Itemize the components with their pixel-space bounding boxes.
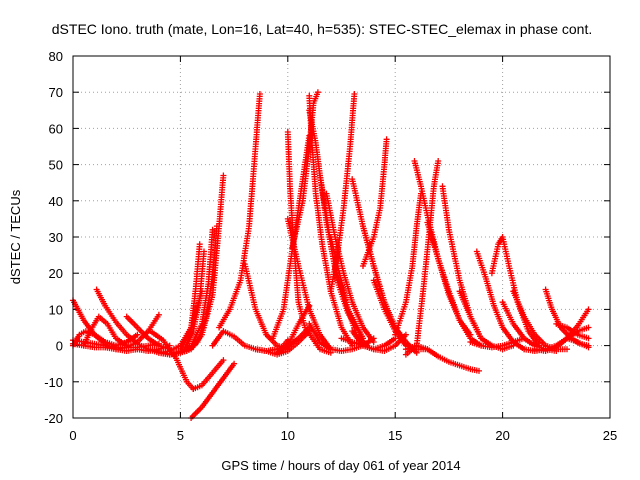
series-58 [564,335,592,351]
series-markers [284,215,334,353]
y-tick-label: 20 [49,266,63,281]
data-series [70,89,592,421]
series-27 [284,215,334,353]
series-markers [80,313,130,349]
series-33 [323,190,377,345]
series-5 [80,313,130,349]
series-markers [327,91,358,295]
series-markers [392,190,424,338]
y-tick-label: -20 [44,411,63,426]
series-46 [424,219,485,349]
y-axis-label: dSTEC / TECUs [8,189,23,284]
x-tick-label: 10 [281,428,295,443]
y-tick-label: 60 [49,121,63,136]
series-12 [190,357,227,392]
x-tick-label: 25 [603,428,617,443]
series-29 [306,92,356,349]
series-markers [473,248,528,353]
grid-lines [73,56,610,418]
tick-labels: 0 5 10 15 20 25 -20 -10 0 10 20 30 40 50 60 70 80 [44,49,617,443]
series-57 [553,320,592,342]
y-tick-label: 10 [49,302,63,317]
series-42 [392,190,424,338]
series-markers [553,320,592,342]
series-17 [177,172,227,356]
series-markers [216,91,263,331]
plot-frame [72,55,611,419]
series-markers [306,92,356,349]
series-markers [402,342,482,374]
series-44 [402,342,482,374]
series-markers [564,335,592,351]
y-tick-label: 50 [49,158,63,173]
series-39 [360,136,390,269]
y-tick-label: 40 [49,194,63,209]
y-tick-label: 70 [49,85,63,100]
x-tick-label: 15 [388,428,402,443]
y-tick-label: 30 [49,230,63,245]
series-markers [190,357,227,392]
chart-title: dSTEC Iono. truth (mate, Lon=16, Lat=40,… [52,21,592,37]
series-markers [177,172,227,356]
series-markers [360,136,390,269]
series-markers [323,190,377,345]
y-tick-label: 80 [49,49,63,64]
y-tick-label: 0 [56,339,63,354]
y-tick-label: -10 [44,375,63,390]
series-50 [473,248,528,353]
x-tick-label: 20 [495,428,509,443]
series-markers [424,219,485,349]
x-tick-label: 0 [69,428,76,443]
x-tick-label: 5 [177,428,184,443]
x-axis-label: GPS time / hours of day 061 of year 2014 [221,458,460,473]
series-20 [216,91,263,331]
series-35 [327,91,358,295]
